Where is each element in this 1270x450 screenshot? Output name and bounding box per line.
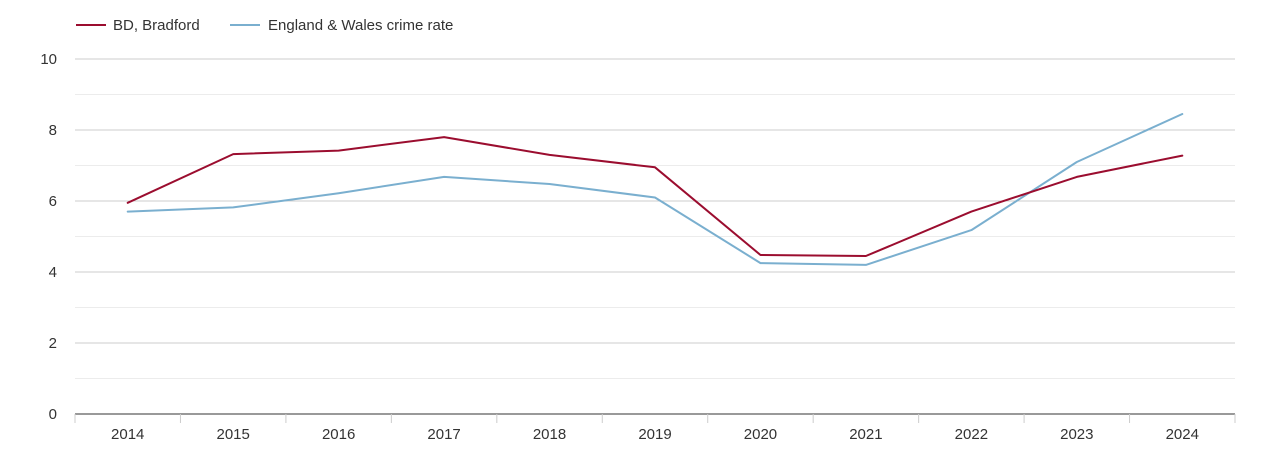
y-tick-label: 0 [49,406,57,423]
y-tick-label: 4 [49,264,57,281]
x-axis: 2014 2015 2016 2017 2018 2019 2020 2021 2022 2023… [74,413,1236,443]
legend-item-bradford[interactable]: BD, Bradford [76,17,200,34]
series-line-bradford[interactable] [126,136,1184,257]
y-tick-label: 10 [40,51,57,68]
x-tick-label: 2020 [744,426,777,443]
x-tick-label: 2014 [111,426,144,443]
series-group [126,113,1184,266]
x-tick-label: 2024 [1166,426,1199,443]
legend-item-england-wales[interactable]: England & Wales crime rate [230,17,453,34]
legend-label-england-wales: England & Wales crime rate [268,17,453,34]
x-tick-label: 2015 [216,426,249,443]
x-tick-label: 2017 [427,426,460,443]
y-tick-label: 6 [49,193,57,210]
legend-label-bradford: BD, Bradford [113,17,200,34]
y-tick-label: 8 [49,122,57,139]
x-tick-label: 2016 [322,426,355,443]
x-tick-label: 2021 [849,426,882,443]
x-tick-label: 2019 [638,426,671,443]
y-axis: 0 2 4 6 8 10 [40,51,57,423]
legend: BD, Bradford England & Wales crime rate [76,17,453,34]
x-tick-label: 2018 [533,426,566,443]
x-tick-label: 2023 [1060,426,1093,443]
y-tick-label: 2 [49,335,57,352]
series-line-england-wales[interactable] [126,113,1184,266]
grid [75,58,1235,379]
x-tick-label: 2022 [955,426,988,443]
